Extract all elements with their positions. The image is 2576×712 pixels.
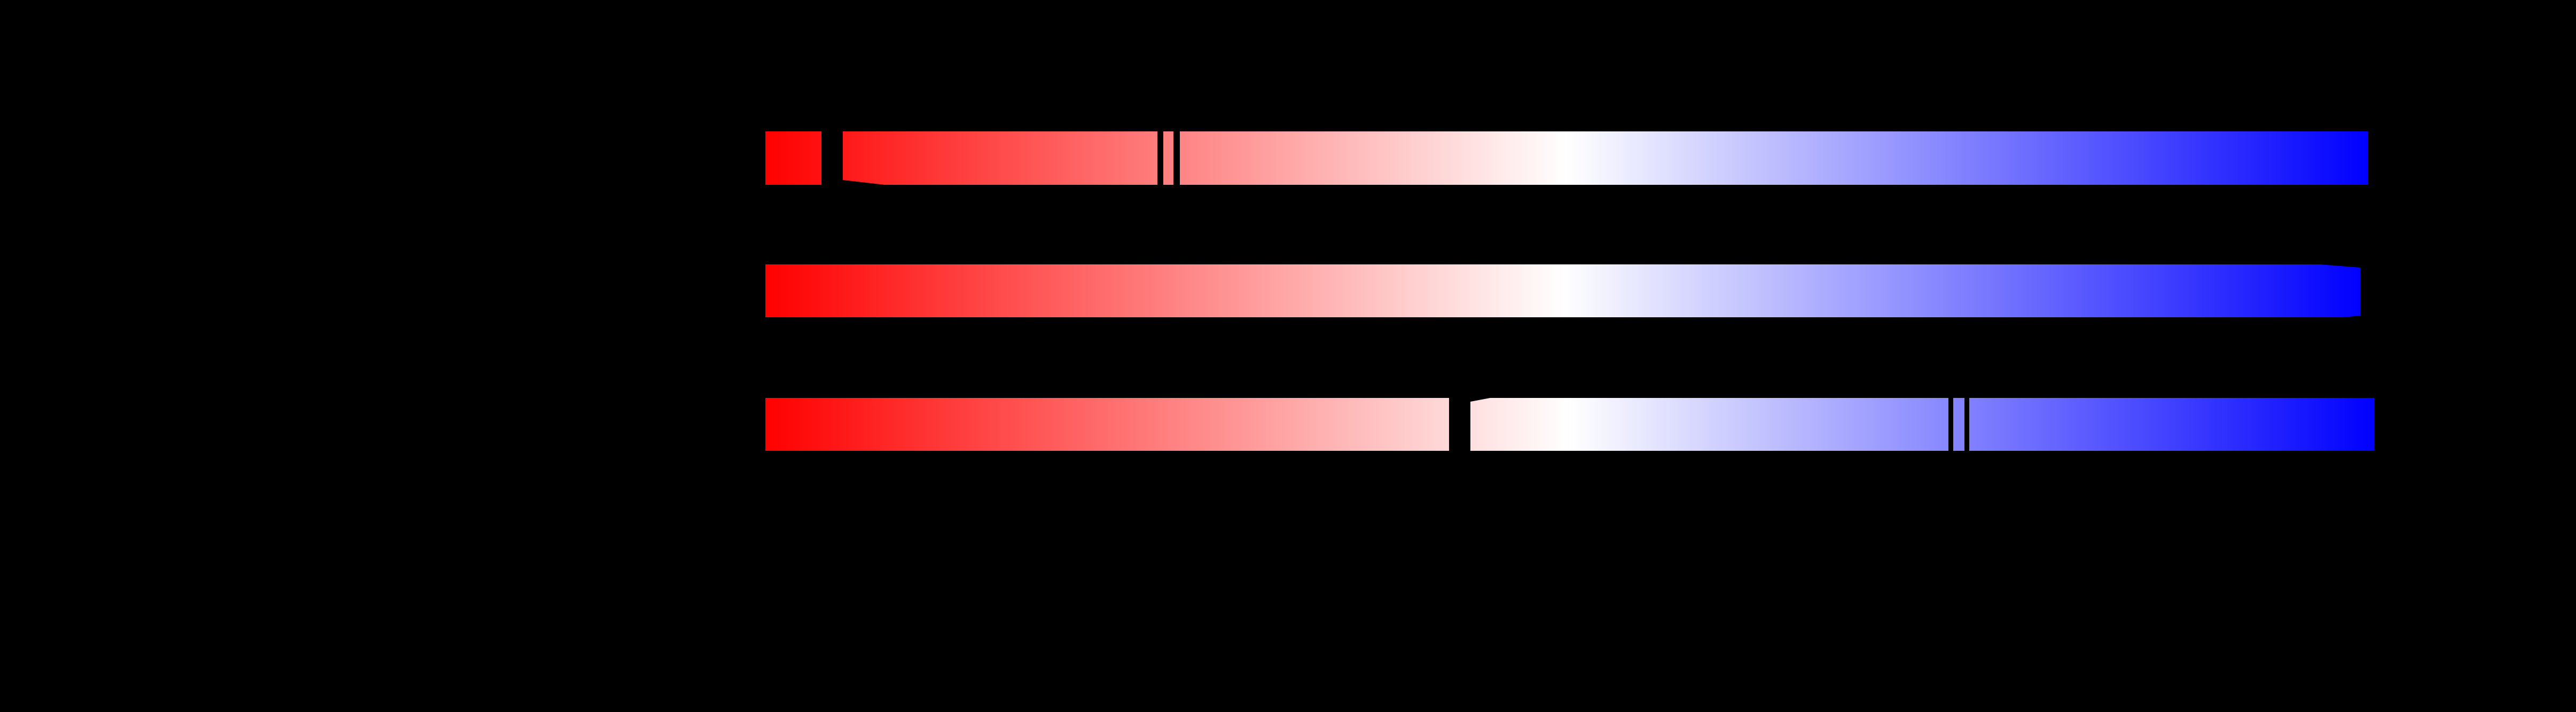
track-3-edge-taper xyxy=(1470,398,1490,402)
track-3-gap-marker xyxy=(1449,397,1470,451)
gradient-track-2 xyxy=(765,264,2360,317)
gradient-track-1 xyxy=(765,131,2368,185)
track-1-gap-marker xyxy=(1157,131,1163,185)
track-1-gap-marker xyxy=(1173,131,1180,185)
gradient-track-3 xyxy=(765,397,2374,451)
track-3-gap-marker xyxy=(1964,397,1969,451)
track-2-edge-taper xyxy=(2320,264,2360,268)
track-2-edge-taper xyxy=(2343,316,2360,317)
track-1-edge-taper xyxy=(843,180,884,185)
track-1-gap-marker xyxy=(821,131,843,185)
track-3-gap-marker xyxy=(1948,397,1953,451)
